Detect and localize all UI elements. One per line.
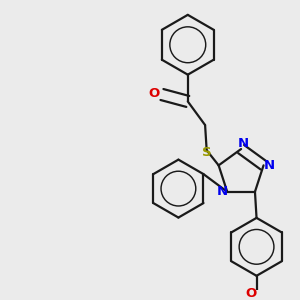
Text: O: O xyxy=(148,87,160,101)
Text: O: O xyxy=(245,287,256,300)
Text: S: S xyxy=(202,146,212,159)
Text: N: N xyxy=(217,185,228,198)
Text: N: N xyxy=(264,159,275,172)
Text: N: N xyxy=(238,137,249,150)
